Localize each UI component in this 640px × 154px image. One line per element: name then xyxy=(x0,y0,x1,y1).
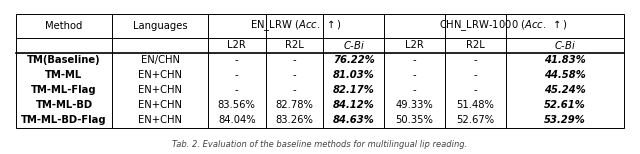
Text: EN+CHN: EN+CHN xyxy=(138,100,182,110)
Text: 81.03%: 81.03% xyxy=(333,70,374,80)
Text: 45.24%: 45.24% xyxy=(544,85,586,95)
Text: EN+CHN: EN+CHN xyxy=(138,85,182,95)
Text: 41.83%: 41.83% xyxy=(544,55,586,65)
Text: 84.04%: 84.04% xyxy=(218,115,255,125)
Text: L2R: L2R xyxy=(405,40,424,50)
Text: R2L: R2L xyxy=(285,40,304,50)
Text: 50.35%: 50.35% xyxy=(396,115,433,125)
Text: -: - xyxy=(413,85,416,95)
Text: 82.17%: 82.17% xyxy=(333,85,374,95)
Text: -: - xyxy=(292,70,296,80)
Text: TM-ML-BD: TM-ML-BD xyxy=(35,100,93,110)
Text: Languages: Languages xyxy=(132,21,188,31)
Text: -: - xyxy=(413,70,416,80)
Text: -: - xyxy=(474,85,477,95)
Text: L2R: L2R xyxy=(227,40,246,50)
Text: -: - xyxy=(235,70,239,80)
Text: 53.29%: 53.29% xyxy=(544,115,586,125)
Text: 84.63%: 84.63% xyxy=(333,115,374,125)
Text: R2L: R2L xyxy=(466,40,484,50)
Text: EN+CHN: EN+CHN xyxy=(138,115,182,125)
Text: 44.58%: 44.58% xyxy=(544,70,586,80)
Text: $\mathit{C}$-$\mathit{Bi}$: $\mathit{C}$-$\mathit{Bi}$ xyxy=(554,39,576,51)
Text: 82.78%: 82.78% xyxy=(275,100,314,110)
Text: EN/CHN: EN/CHN xyxy=(141,55,179,65)
Text: Method: Method xyxy=(45,21,83,31)
Text: 52.67%: 52.67% xyxy=(456,115,494,125)
Text: 76.22%: 76.22% xyxy=(333,55,374,65)
Text: EN_LRW ($\mathit{Acc.}$ $\uparrow$): EN_LRW ($\mathit{Acc.}$ $\uparrow$) xyxy=(250,18,342,33)
Text: CHN_LRW-1000 ($\mathit{Acc.}$ $\uparrow$): CHN_LRW-1000 ($\mathit{Acc.}$ $\uparrow$… xyxy=(440,18,568,33)
Text: EN+CHN: EN+CHN xyxy=(138,70,182,80)
Text: TM-ML-Flag: TM-ML-Flag xyxy=(31,85,97,95)
Text: -: - xyxy=(235,55,239,65)
Text: 83.56%: 83.56% xyxy=(218,100,256,110)
Text: Tab. 2. Evaluation of the baseline methods for multilingual lip reading.: Tab. 2. Evaluation of the baseline metho… xyxy=(172,140,468,149)
Text: -: - xyxy=(292,55,296,65)
Text: TM(Baseline): TM(Baseline) xyxy=(27,55,101,65)
Text: -: - xyxy=(292,85,296,95)
Text: -: - xyxy=(474,55,477,65)
Text: 52.61%: 52.61% xyxy=(544,100,586,110)
Text: 84.12%: 84.12% xyxy=(333,100,374,110)
Text: TM-ML: TM-ML xyxy=(45,70,83,80)
Text: 83.26%: 83.26% xyxy=(275,115,314,125)
Bar xyxy=(16,14,624,128)
Text: 49.33%: 49.33% xyxy=(396,100,433,110)
Text: TM-ML-BD-Flag: TM-ML-BD-Flag xyxy=(21,115,107,125)
Text: -: - xyxy=(413,55,416,65)
Text: $\mathit{C}$-$\mathit{Bi}$: $\mathit{C}$-$\mathit{Bi}$ xyxy=(342,39,365,51)
Text: -: - xyxy=(474,70,477,80)
Text: -: - xyxy=(235,85,239,95)
Text: 51.48%: 51.48% xyxy=(456,100,494,110)
